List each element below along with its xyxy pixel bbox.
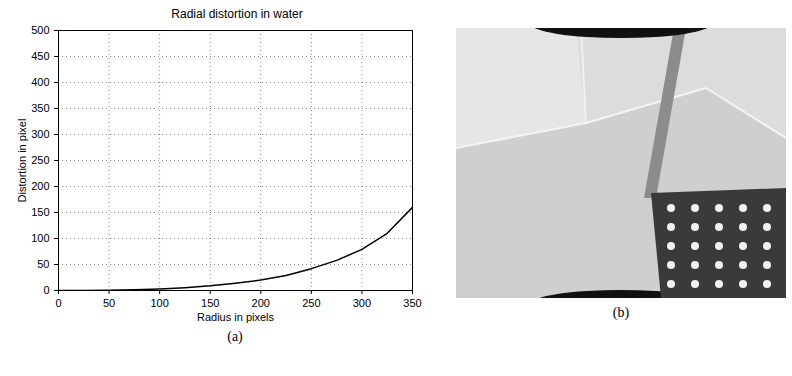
html-text:Radial distortion in water: Radial distortion in water xyxy=(171,7,303,21)
svg-text:0: 0 xyxy=(43,284,49,296)
svg-text:100: 100 xyxy=(31,232,49,244)
svg-text:250: 250 xyxy=(302,297,320,309)
svg-text:150: 150 xyxy=(201,297,219,309)
svg-text:50: 50 xyxy=(37,258,49,270)
svg-text:350: 350 xyxy=(31,102,49,114)
svg-text:500: 500 xyxy=(31,24,49,36)
html-text:(a): (a) xyxy=(227,329,243,344)
svg-text:50: 50 xyxy=(103,297,115,309)
svg-text:150: 150 xyxy=(31,206,49,218)
svg-text:300: 300 xyxy=(353,297,371,309)
svg-text:Distortion in pixel: Distortion in pixel xyxy=(16,119,28,203)
svg-text:250: 250 xyxy=(31,154,49,166)
svg-text:450: 450 xyxy=(31,50,49,62)
html-text:(b): (b) xyxy=(612,305,630,320)
svg-text:400: 400 xyxy=(31,76,49,88)
svg-text:300: 300 xyxy=(31,128,49,140)
svg-text:200: 200 xyxy=(31,180,49,192)
svg-text:100: 100 xyxy=(150,297,168,309)
svg-text:Radius in pixels: Radius in pixels xyxy=(197,311,275,323)
svg-text:200: 200 xyxy=(252,297,270,309)
svg-text:350: 350 xyxy=(403,297,421,309)
svg-text:0: 0 xyxy=(55,297,61,309)
